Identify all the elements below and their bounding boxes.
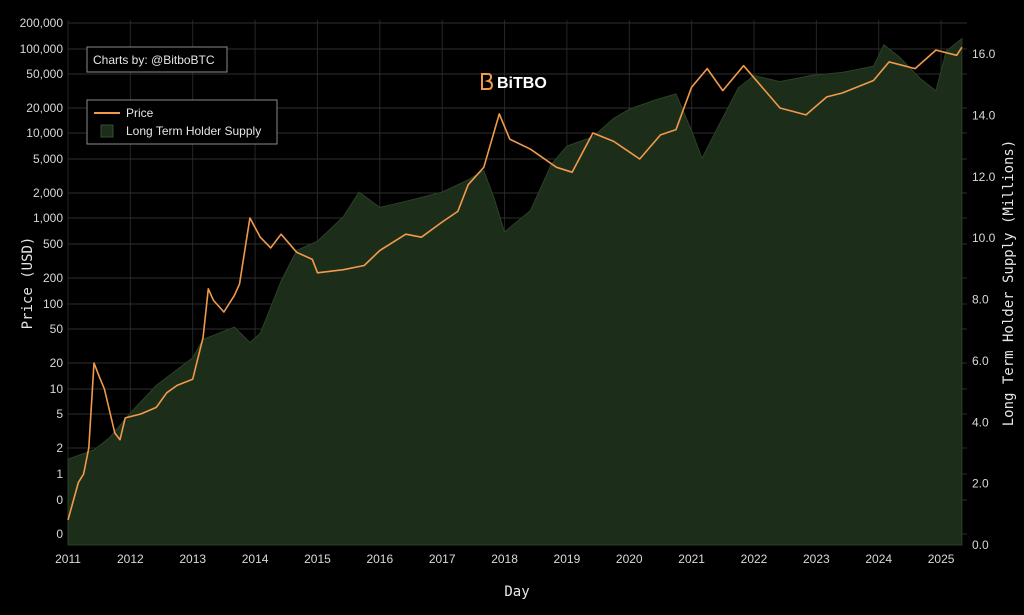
y-axis-title: Price (USD) bbox=[20, 237, 36, 330]
y-tick-label: 100,000 bbox=[20, 42, 64, 56]
x-tick-label: 2021 bbox=[678, 552, 705, 566]
y-tick-label: 5 bbox=[56, 407, 63, 421]
y-tick-label: 50 bbox=[50, 322, 64, 336]
y-axis-ticks: 0 0 1 2 5 10 20 50 100 200 500 1,000 2,000 5,000 10,00… bbox=[20, 16, 64, 541]
x-tick-label: 2014 bbox=[242, 552, 269, 566]
y-tick-label: 1,000 bbox=[33, 211, 63, 225]
y2-tick-label: 10.0 bbox=[972, 231, 996, 245]
x-tick-label: 2016 bbox=[366, 552, 393, 566]
y2-tick-label: 4.0 bbox=[972, 415, 989, 429]
y-tick-label: 2 bbox=[56, 441, 63, 455]
y2-tick-label: 12.0 bbox=[972, 170, 996, 184]
brand-logo: BiTBO bbox=[481, 73, 547, 92]
y-tick-label: 5,000 bbox=[33, 152, 63, 166]
x-tick-label: 2013 bbox=[179, 552, 206, 566]
brand-text: BiTBO bbox=[497, 75, 547, 92]
x-tick-label: 2023 bbox=[803, 552, 830, 566]
x-axis-ticks: 2011 2012 2013 2014 2015 2016 2017 2018 2019 2020… bbox=[55, 552, 955, 566]
attribution-text: Charts by: @BitboBTC bbox=[93, 53, 215, 67]
y-tick-label: 10,000 bbox=[26, 126, 63, 140]
y-tick-label: 20,000 bbox=[26, 101, 63, 115]
legend-label-supply: Long Term Holder Supply bbox=[126, 124, 261, 138]
y-tick-label: 200,000 bbox=[20, 16, 64, 30]
y-tick-label: 500 bbox=[43, 237, 63, 251]
x-tick-label: 2022 bbox=[741, 552, 768, 566]
y2-tick-label: 16.0 bbox=[972, 47, 996, 61]
long-term-holder-supply-area bbox=[67, 37, 963, 546]
y2-tick-label: 2.0 bbox=[972, 477, 989, 491]
legend: Price Long Term Holder Supply bbox=[86, 99, 278, 145]
y2-axis-title: Long Term Holder Supply (Millions) bbox=[1001, 140, 1017, 427]
x-tick-label: 2019 bbox=[554, 552, 581, 566]
x-tick-label: 2020 bbox=[616, 552, 643, 566]
x-tick-label: 2012 bbox=[117, 552, 144, 566]
y2-tick-label: 8.0 bbox=[972, 293, 989, 307]
x-tick-label: 2018 bbox=[491, 552, 518, 566]
y2-tick-label: 0.0 bbox=[972, 538, 989, 552]
y2-axis-ticks: 0.0 2.0 4.0 6.0 8.0 10.0 12.0 14.0 16.0 bbox=[972, 47, 996, 552]
x-axis-title: Day bbox=[504, 584, 529, 600]
x-tick-label: 2017 bbox=[429, 552, 456, 566]
legend-swatch-supply bbox=[100, 124, 114, 138]
y2-tick-label: 6.0 bbox=[972, 354, 989, 368]
x-tick-label: 2011 bbox=[55, 552, 81, 566]
x-tick-label: 2025 bbox=[928, 552, 955, 566]
y-tick-label: 20 bbox=[50, 356, 64, 370]
y-tick-label: 0 bbox=[56, 493, 63, 507]
attribution-box: Charts by: @BitboBTC bbox=[86, 46, 228, 73]
y-tick-label: 10 bbox=[50, 382, 64, 396]
x-tick-label: 2015 bbox=[304, 552, 331, 566]
y-tick-label: 0 bbox=[56, 527, 63, 541]
bitbo-logo-icon bbox=[481, 73, 494, 90]
y-tick-label: 1 bbox=[56, 467, 63, 481]
legend-label-price: Price bbox=[126, 106, 154, 120]
price-line bbox=[67, 46, 963, 521]
y-tick-label: 2,000 bbox=[33, 186, 63, 200]
y-tick-label: 200 bbox=[43, 271, 63, 285]
x-tick-label: 2024 bbox=[865, 552, 892, 566]
y2-tick-label: 14.0 bbox=[972, 108, 996, 122]
legend-box bbox=[86, 99, 278, 145]
y-tick-label: 100 bbox=[43, 297, 63, 311]
y-tick-label: 50,000 bbox=[26, 67, 63, 81]
